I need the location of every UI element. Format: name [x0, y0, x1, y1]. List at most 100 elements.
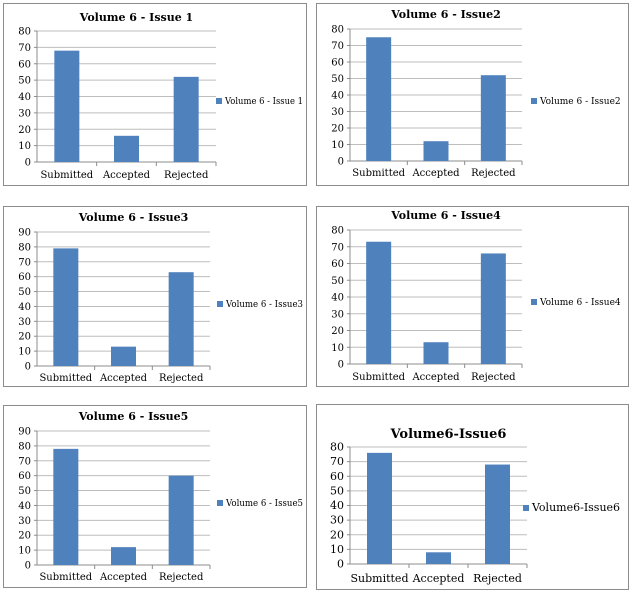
y-tick-label: 40 [18, 501, 31, 512]
y-tick-label: 70 [18, 456, 31, 467]
chart-panel-issue6: Volume6-Issue6 0 10 20 30 40 50 60 70 80 Submitted… [316, 404, 629, 590]
y-tick-label: 20 [18, 531, 31, 542]
y-tick-label: 10 [18, 546, 31, 557]
y-tick-label: 10 [330, 543, 344, 556]
y-tick-label: 80 [18, 441, 31, 452]
x-tick-label: Rejected [473, 572, 522, 585]
bar-rejected [168, 475, 194, 565]
bar-submitted [53, 248, 79, 366]
chart-title: Volume 6 - Issue3 [78, 211, 189, 224]
x-tick-label: Accepted [99, 572, 148, 583]
bar-rejected [485, 464, 510, 564]
bar-submitted [367, 452, 392, 564]
y-tick-label: 30 [331, 107, 344, 118]
chart-panel-issue5: Volume 6 - Issue5 0 10 20 30 40 50 60 70 80 90 Subm… [3, 405, 307, 588]
y-tick-label: 0 [25, 158, 31, 169]
x-tick-label: Submitted [352, 372, 405, 383]
legend-swatch [216, 98, 222, 104]
chart-svg-issue1: Volume 6 - Issue 1 0 10 20 30 40 50 60 70 80 Submi… [18, 11, 303, 181]
bar-rejected [168, 272, 194, 366]
chart-svg-issue5: Volume 6 - Issue5 0 10 20 30 40 50 60 70 80 90 Subm… [18, 410, 303, 583]
chart-svg-issue2: Volume 6 - Issue2 0 10 20 30 40 50 60 70 80 Submit… [331, 8, 621, 179]
y-tick-label: 0 [338, 360, 344, 371]
chart-title: Volume 6 - Issue 1 [79, 11, 193, 24]
chart-title: Volume6-Issue6 [390, 427, 507, 442]
y-tick-label: 50 [330, 484, 344, 497]
chart-panel-issue1: Volume 6 - Issue 1 0 10 20 30 40 50 60 70 80 Submi… [3, 3, 307, 186]
y-tick-label: 50 [18, 287, 31, 298]
y-tick-label: 70 [331, 242, 344, 253]
legend-label: Volume 6 - Issue5 [225, 499, 303, 509]
y-tick-label: 80 [18, 27, 31, 38]
y-tick-label: 30 [18, 317, 31, 328]
y-tick-label: 0 [25, 561, 31, 572]
x-tick-label: Accepted [411, 372, 460, 383]
y-tick-label: 40 [18, 92, 31, 103]
y-tick-label: 10 [18, 347, 31, 358]
bar-rejected [173, 76, 199, 162]
y-tick-label: 20 [18, 125, 31, 136]
bar-accepted [423, 141, 449, 161]
chart-panel-issue4: Volume 6 - Issue4 0 10 20 30 40 50 60 70 80 Submit… [316, 206, 629, 387]
x-tick-label: Rejected [471, 372, 516, 383]
bar-rejected [480, 253, 506, 364]
chart-title: Volume 6 - Issue2 [390, 8, 501, 21]
x-tick-label: Rejected [159, 373, 204, 384]
y-tick-label: 0 [25, 362, 31, 373]
legend-label: Volume 6 - Issue 1 [224, 97, 303, 107]
y-tick-label: 20 [18, 332, 31, 343]
x-tick-label: Accepted [99, 373, 148, 384]
y-tick-label: 20 [330, 528, 344, 541]
y-tick-label: 60 [331, 58, 344, 69]
y-tick-label: 80 [18, 242, 31, 253]
chart-title: Volume 6 - Issue5 [78, 410, 189, 423]
y-tick-label: 50 [18, 486, 31, 497]
bar-accepted [426, 552, 451, 564]
legend-label: Volume 6 - Issue4 [539, 298, 621, 308]
y-tick-label: 0 [337, 558, 344, 571]
y-tick-label: 40 [330, 499, 344, 512]
bar-submitted [53, 448, 79, 565]
legend-swatch [217, 301, 223, 307]
y-tick-label: 80 [331, 226, 344, 237]
y-tick-label: 30 [18, 108, 31, 119]
y-tick-label: 40 [18, 302, 31, 313]
y-tick-label: 50 [331, 276, 344, 287]
legend-swatch [531, 299, 537, 305]
legend-swatch [531, 98, 537, 104]
bar-accepted [111, 547, 136, 565]
legend-label: Volume 6 - Issue3 [225, 300, 303, 310]
x-tick-label: Accepted [412, 572, 465, 585]
y-tick-label: 30 [18, 516, 31, 527]
x-tick-label: Rejected [159, 572, 204, 583]
legend-label: Volume 6 - Issue2 [539, 97, 621, 107]
y-tick-label: 60 [18, 471, 31, 482]
chart-title: Volume 6 - Issue4 [390, 209, 501, 222]
legend-label: Volume6-Issue6 [531, 501, 620, 514]
y-tick-label: 10 [331, 343, 344, 354]
chart-panel-issue3: Volume 6 - Issue3 0 10 20 30 40 50 60 70 80 90 Subm… [3, 206, 307, 387]
y-tick-label: 80 [330, 441, 344, 454]
y-tick-label: 70 [330, 455, 344, 468]
y-tick-label: 90 [18, 427, 31, 438]
y-tick-label: 30 [331, 309, 344, 320]
y-tick-label: 40 [331, 91, 344, 102]
bar-submitted [366, 241, 392, 364]
y-tick-label: 60 [331, 259, 344, 270]
y-tick-label: 70 [331, 41, 344, 52]
legend-swatch [523, 505, 529, 511]
x-tick-label: Submitted [350, 572, 408, 585]
chart-svg-issue3: Volume 6 - Issue3 0 10 20 30 40 50 60 70 80 90 Subm… [18, 211, 303, 384]
y-tick-label: 90 [18, 228, 31, 239]
y-tick-label: 20 [331, 326, 344, 337]
y-tick-label: 20 [331, 124, 344, 135]
legend-swatch [217, 500, 223, 506]
y-tick-label: 50 [331, 74, 344, 85]
y-tick-label: 60 [18, 272, 31, 283]
y-tick-label: 60 [18, 59, 31, 70]
y-tick-label: 80 [331, 25, 344, 36]
bar-accepted [423, 342, 449, 364]
y-tick-label: 10 [331, 140, 344, 151]
y-tick-label: 40 [331, 293, 344, 304]
